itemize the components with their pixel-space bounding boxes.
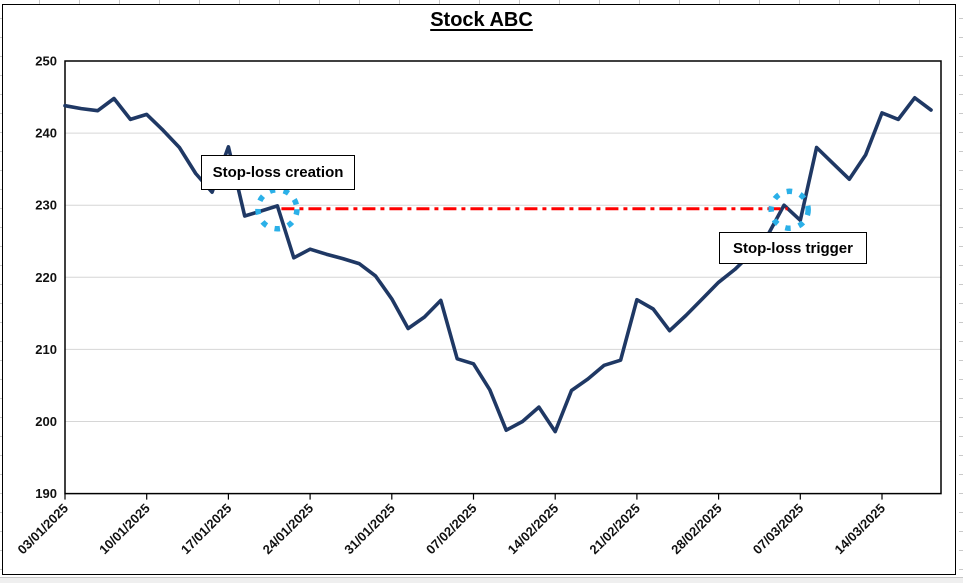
spreadsheet-row-below-chart: [0, 577, 963, 583]
stop-loss-creation-label: Stop-loss creation: [201, 155, 355, 190]
y-axis-label: 220: [35, 270, 57, 285]
stop-loss-creation-text: Stop-loss creation: [212, 164, 344, 181]
x-axis-label: 03/01/2025: [14, 501, 71, 558]
chart-title: Stock ABC: [430, 9, 533, 31]
stop-loss-trigger-circle: [768, 188, 811, 232]
x-axis-label: 10/01/2025: [96, 501, 153, 558]
x-axis-label: 07/02/2025: [423, 501, 480, 558]
spreadsheet-gridline-stub-right: [959, 0, 963, 582]
x-axis-label: 24/01/2025: [260, 501, 317, 558]
x-axis-label: 07/03/2025: [750, 501, 807, 558]
y-axis-label: 230: [35, 198, 57, 213]
spreadsheet-gridline-stub-left: [0, 0, 3, 582]
y-axis-label: 200: [35, 414, 57, 429]
x-axis-label: 21/02/2025: [586, 501, 643, 558]
x-axis-label: 28/02/2025: [668, 501, 725, 558]
chart-object-frame: [2, 4, 956, 575]
x-axis-label: 17/01/2025: [178, 501, 235, 558]
plot-border: [64, 60, 942, 495]
stop-loss-trigger-label: Stop-loss trigger: [719, 232, 867, 264]
stop-loss-creation-circle: [255, 187, 300, 232]
x-axis-label: 31/01/2025: [341, 501, 398, 558]
x-axis-label: 14/03/2025: [831, 501, 888, 558]
y-axis-label: 250: [35, 54, 57, 69]
price-line: [63, 96, 933, 434]
x-axis-label: 14/02/2025: [505, 501, 562, 558]
spreadsheet-gridline-stub-top: [0, 0, 963, 4]
stop-loss-trigger-text: Stop-loss trigger: [732, 239, 853, 257]
y-axis-label: 210: [35, 342, 57, 357]
y-axis-label: 240: [35, 126, 57, 141]
y-axis-label: 190: [35, 486, 57, 501]
